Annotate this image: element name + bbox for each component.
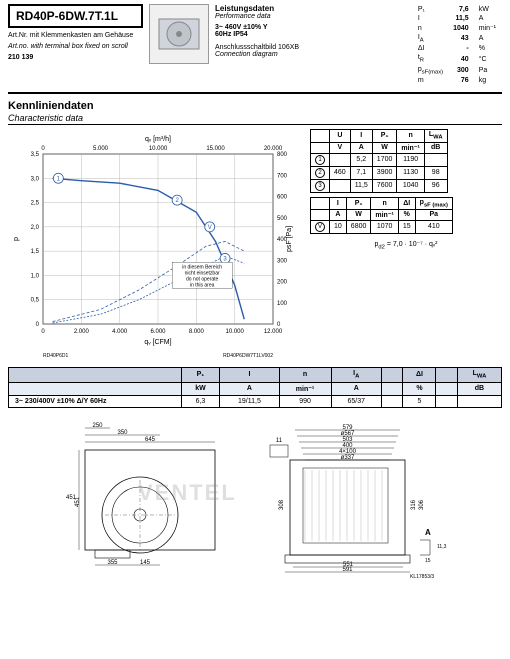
secondary-table: IP₁nΔIpsF (max)AWmin⁻¹%Pa V1068001070154… — [310, 197, 453, 234]
svg-text:in this area: in this area — [190, 282, 215, 288]
svg-text:A: A — [425, 528, 431, 537]
spec-table: P₁7,6kWI11,5An1040min⁻¹IA43AΔI-%tR40°Cps… — [412, 4, 502, 86]
svg-text:10.000: 10.000 — [225, 329, 244, 335]
svg-text:551: 551 — [343, 562, 354, 568]
svg-text:11,3: 11,3 — [437, 544, 447, 550]
conn-de: Anschlussschaltbild 106XB — [215, 44, 315, 51]
svg-text:1,5: 1,5 — [31, 249, 40, 255]
svg-text:0,5: 0,5 — [31, 298, 40, 304]
svg-text:5.000: 5.000 — [93, 146, 109, 152]
svg-text:0: 0 — [41, 146, 45, 152]
svg-text:3,0: 3,0 — [31, 176, 40, 182]
svg-text:RD40P6DW7T1LV002: RD40P6DW7T1LV002 — [223, 353, 273, 359]
svg-text:qᵥ [m³/h]: qᵥ [m³/h] — [145, 136, 171, 143]
perf-title-en: Performance data — [215, 13, 315, 20]
svg-text:250: 250 — [92, 423, 103, 429]
svg-text:20.000: 20.000 — [264, 146, 283, 152]
svg-text:KL17853/3: KL17853/3 — [410, 574, 434, 580]
perf-title-de: Leistungsdaten — [215, 4, 315, 13]
freq: 60Hz IP54 — [215, 31, 315, 38]
svg-text:200: 200 — [277, 280, 288, 286]
conn-en: Connection diagram — [215, 51, 315, 58]
svg-text:350: 350 — [117, 430, 128, 436]
svg-text:800: 800 — [277, 152, 288, 158]
svg-text:psF [Pa]: psF [Pa] — [286, 226, 293, 252]
section-characteristic: Kennliniendaten Characteristic data — [8, 100, 502, 125]
svg-text:306: 306 — [419, 499, 425, 510]
svg-text:15.000: 15.000 — [206, 146, 225, 152]
svg-text:451: 451 — [75, 496, 81, 507]
svg-text:RD40P6D1: RD40P6D1 — [43, 353, 69, 359]
svg-text:6.000: 6.000 — [150, 329, 166, 335]
svg-text:308: 308 — [279, 499, 285, 510]
svg-text:11: 11 — [276, 438, 283, 444]
svg-text:0: 0 — [277, 322, 281, 328]
svg-text:0: 0 — [41, 329, 45, 335]
svg-text:ø337: ø337 — [341, 455, 355, 461]
svg-text:V: V — [208, 225, 212, 231]
article-number: 210 139 — [8, 54, 143, 61]
svg-text:2.000: 2.000 — [74, 329, 90, 335]
svg-text:145: 145 — [140, 560, 151, 566]
svg-text:500: 500 — [277, 216, 288, 222]
svg-text:15: 15 — [425, 558, 431, 564]
svg-text:8.000: 8.000 — [189, 329, 205, 335]
svg-text:12.000: 12.000 — [264, 329, 283, 335]
svg-text:316: 316 — [411, 499, 417, 510]
svg-text:10.000: 10.000 — [149, 146, 168, 152]
svg-text:4.000: 4.000 — [112, 329, 128, 335]
svg-text:700: 700 — [277, 173, 288, 179]
svg-text:1,0: 1,0 — [31, 274, 40, 280]
svg-text:2,0: 2,0 — [31, 225, 40, 231]
model-title: RD40P-6DW.7T.1L — [8, 4, 143, 28]
svg-text:qᵥ [CFM]: qᵥ [CFM] — [144, 339, 171, 346]
technical-drawing: VENTEL 645350451451355145250 11579ø56750… — [8, 420, 502, 580]
operating-points-table: UIP₁nLWAVAWmin⁻¹dB 15,21700119024607,139… — [310, 129, 448, 192]
article-desc-en: Art.no. with terminal box fixed on scrol… — [8, 43, 143, 50]
svg-text:3,5: 3,5 — [31, 152, 40, 158]
svg-text:645: 645 — [145, 437, 156, 443]
svg-text:600: 600 — [277, 195, 288, 201]
voltage: 3~ 460V ±10% Y — [215, 24, 315, 31]
performance-chart: 02.0004.0006.0008.00010.00012.00000,51,0… — [8, 129, 298, 359]
svg-text:355: 355 — [107, 560, 118, 566]
svg-text:2,5: 2,5 — [31, 201, 40, 207]
svg-text:p: p — [13, 237, 20, 241]
article-desc-de: Art.Nr. mit Klemmenkasten am Gehäuse — [8, 32, 143, 39]
formula: pd2 = 7,0 · 10⁻⁷ · qᵥ² — [310, 240, 502, 250]
summary-table: P₁InIAΔILWA kWAmin⁻¹A%dB 3~ 230/400V ±10… — [8, 367, 502, 407]
product-image — [149, 4, 209, 64]
svg-text:100: 100 — [277, 301, 288, 307]
svg-text:0: 0 — [36, 322, 40, 328]
svg-text:300: 300 — [277, 258, 288, 264]
